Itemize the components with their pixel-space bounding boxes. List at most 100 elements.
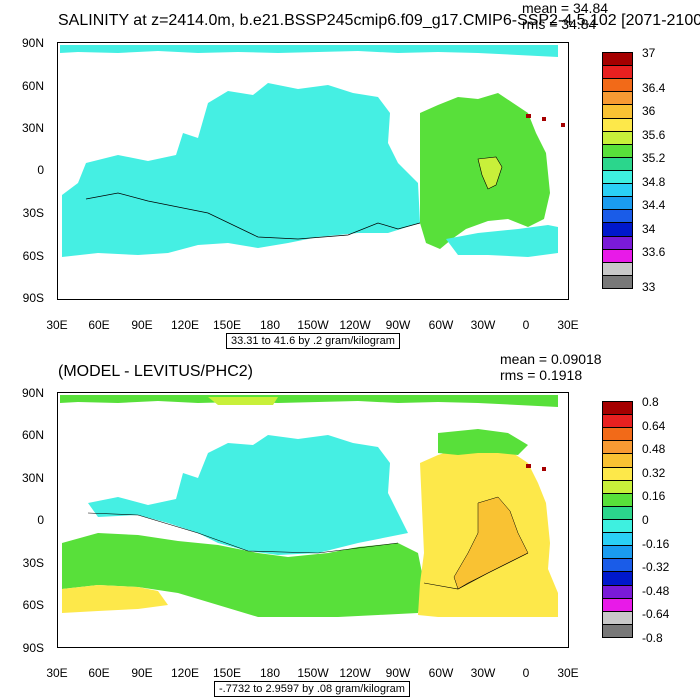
panel2-lon-label: 60W <box>428 666 454 680</box>
panel1-lon-label: 180 <box>259 318 281 332</box>
panel1-lon-label: 30E <box>46 318 68 332</box>
panel2-colorbar-swatch <box>602 597 633 612</box>
panel1-colorbar-label: 34.8 <box>642 175 666 189</box>
panel2-colorbar-swatch <box>602 440 633 455</box>
panel1-lat-label: 90S <box>22 291 44 305</box>
panel1-lon-label: 150W <box>297 318 329 332</box>
panel2-colorbar-swatch <box>602 505 633 520</box>
panel1-colorbar-swatch <box>602 65 633 80</box>
panel1-lon-label: 60E <box>88 318 110 332</box>
panel2-colorbar-swatch <box>602 558 633 573</box>
panel1-colorbar-swatch <box>602 91 633 106</box>
panel1-lat-label: 0 <box>37 163 44 177</box>
panel2-colorbar-swatch <box>602 532 633 547</box>
panel2-lon-label: 30E <box>557 666 579 680</box>
panel1-mean: mean = 34.84 <box>522 0 609 16</box>
panel2-lon-label: 60E <box>88 666 110 680</box>
panel2-colorbar-label: -0.64 <box>642 607 670 621</box>
panel2-colorbar-swatch <box>602 584 633 599</box>
panel2-colorbar-label: -0.32 <box>642 560 670 574</box>
panel1-colorbar-swatch <box>602 52 633 67</box>
panel2-lat-label: 90S <box>22 641 44 655</box>
panel2-colorbar-swatch <box>602 466 633 481</box>
panel2-lon-label: 0 <box>522 666 530 680</box>
panel2-colorbar-swatch <box>602 545 633 560</box>
panel1-colorbar-swatch <box>602 209 633 224</box>
panel2-colorbar-label: -0.48 <box>642 584 670 598</box>
panel2-colorbar-label: -0.8 <box>642 631 663 645</box>
panel1-colorbar-label: 34 <box>642 222 656 236</box>
panel2-range-label: -.7732 to 2.9597 by .08 gram/kilogram <box>214 681 410 697</box>
panel2-colorbar-swatch <box>602 401 633 416</box>
panel2-lon-label: 150E <box>212 666 242 680</box>
panel2-colorbar-swatch <box>602 519 633 534</box>
panel1-colorbar-swatch <box>602 78 633 93</box>
panel1-colorbar-swatch <box>602 117 633 132</box>
panel2-colorbar-swatch <box>602 427 633 442</box>
panel1-title: SALINITY at z=2414.0m, b.e21.BSSP245cmip… <box>58 12 700 29</box>
panel2-lon-label: 90W <box>385 666 411 680</box>
panel1-colorbar-label: 35.2 <box>642 151 666 165</box>
panel2-colorbar-label: 0.48 <box>642 442 666 456</box>
panel1-lon-label: 30E <box>557 318 579 332</box>
panel2-colorbar-swatch <box>602 623 633 638</box>
panel2-lat-label: 30S <box>22 556 44 570</box>
panel2-mean: mean = 0.09018 <box>500 351 602 367</box>
panel1-lat-label: 60N <box>21 79 44 93</box>
panel1-lat-label: 60S <box>22 249 44 263</box>
panel1-colorbar-swatch <box>602 248 633 263</box>
panel2-colorbar-label: 0.8 <box>642 395 659 409</box>
panel2-lat-label: 0 <box>37 513 44 527</box>
panel1-colorbar-swatch <box>602 274 633 289</box>
panel2-colorbar-label: -0.16 <box>642 537 670 551</box>
panel1-colorbar-label: 33.6 <box>642 245 666 259</box>
panel2-lat-label: 90N <box>21 386 44 400</box>
panel2-lon-label: 30E <box>46 666 68 680</box>
panel2-lon-label: 120W <box>339 666 371 680</box>
panel2-map <box>57 392 569 648</box>
panel2-colorbar-swatch <box>602 453 633 468</box>
panel1-colorbar-swatch <box>602 143 633 158</box>
panel2-colorbar-label: 0.64 <box>642 419 666 433</box>
panel1-map-svg <box>60 45 565 257</box>
panel2-colorbar-swatch <box>602 571 633 586</box>
panel1-lon-label: 120E <box>170 318 200 332</box>
panel2-rms: rms = 0.1918 <box>500 367 583 383</box>
panel2-colorbar-label: 0.32 <box>642 466 666 480</box>
panel1-colorbar-swatch <box>602 196 633 211</box>
panel2-colorbar <box>602 401 633 638</box>
panel1-colorbar-label: 35.6 <box>642 128 666 142</box>
panel1-lat-label: 30N <box>21 121 44 135</box>
panel1-colorbar-swatch <box>602 261 633 276</box>
panel1-lon-label: 90E <box>131 318 153 332</box>
panel2-lat-label: 30N <box>21 471 44 485</box>
panel1-lon-label: 150E <box>212 318 242 332</box>
panel1-colorbar-swatch <box>602 222 633 237</box>
panel1-map <box>57 42 569 300</box>
panel1-range-label: 33.31 to 41.6 by .2 gram/kilogram <box>226 333 400 349</box>
panel1-lon-label: 90W <box>385 318 411 332</box>
panel2-title: (MODEL - LEVITUS/PHC2) <box>58 363 253 380</box>
panel2-map-svg <box>60 395 558 617</box>
panel2-colorbar-swatch <box>602 414 633 429</box>
panel2-colorbar-label: 0.16 <box>642 489 666 503</box>
panel1-colorbar <box>602 52 633 289</box>
panel1-colorbar-label: 33 <box>642 280 656 294</box>
panel1-rms: rms = 34.84 <box>522 16 597 32</box>
panel2-colorbar-swatch <box>602 479 633 494</box>
panel2-lon-label: 120E <box>170 666 200 680</box>
panel1-colorbar-label: 36.4 <box>642 81 666 95</box>
panel2-colorbar-swatch <box>602 492 633 507</box>
panel1-colorbar-swatch <box>602 156 633 171</box>
panel2-lon-label: 90E <box>131 666 153 680</box>
panel1-lon-label: 30W <box>470 318 496 332</box>
panel1-colorbar-label: 37 <box>642 46 656 60</box>
panel1-colorbar-swatch <box>602 104 633 119</box>
panel1-colorbar-swatch <box>602 235 633 250</box>
panel1-colorbar-label: 34.4 <box>642 198 666 212</box>
panel2-colorbar-swatch <box>602 610 633 625</box>
panel1-lat-label: 90N <box>21 36 44 50</box>
panel2-lat-label: 60N <box>21 428 44 442</box>
panel2-lon-label: 180 <box>259 666 281 680</box>
panel1-lon-label: 0 <box>522 318 530 332</box>
